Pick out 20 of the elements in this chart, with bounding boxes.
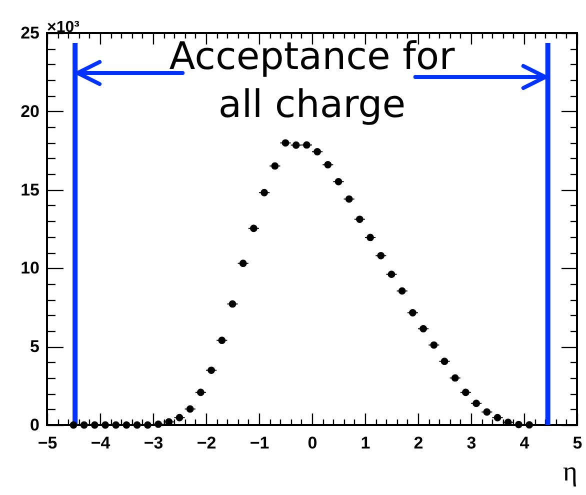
x-tick-label: 2 (414, 434, 424, 452)
x-tick-label: 4 (520, 434, 530, 452)
y-tick-label: 10 (20, 258, 40, 278)
x-tick-label: −3 (144, 434, 164, 452)
x-tick-label: 3 (466, 434, 476, 452)
x-tick-label: −4 (90, 434, 111, 452)
x-tick-label: −5 (38, 434, 58, 452)
y-tick-label: 15 (20, 180, 40, 200)
annotation: ×10³ (47, 19, 80, 36)
y-tick-label: 20 (20, 102, 40, 121)
x-tick-label: −1 (250, 434, 270, 452)
x-tick-label: 0 (308, 434, 318, 452)
annotation: Acceptance for all charge (169, 34, 456, 126)
y-tick-label: 25 (20, 24, 40, 42)
x-axis-title: η (562, 456, 578, 488)
y-tick-label: 5 (30, 337, 40, 356)
x-tick-label: −2 (196, 434, 216, 452)
y-tick-label: 0 (30, 416, 40, 434)
x-tick-label: 1 (360, 434, 370, 452)
x-tick-label: 5 (572, 434, 582, 452)
